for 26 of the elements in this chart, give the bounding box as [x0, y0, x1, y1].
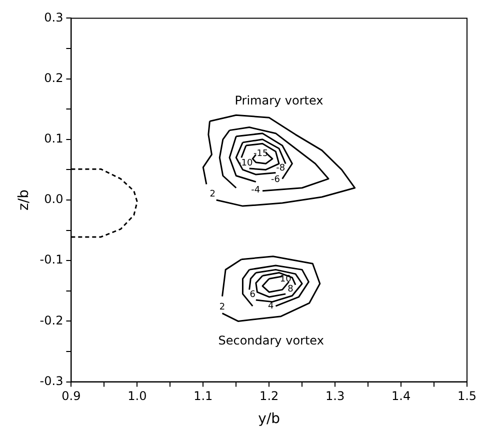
y-tick-label: 0.3	[44, 10, 64, 24]
series-label: 8	[288, 284, 294, 295]
x-tick-label: 0.9	[62, 389, 81, 404]
x-tick-label: 1.1	[194, 389, 213, 404]
x-tick-label: 1.4	[391, 389, 411, 404]
series-label: -8	[276, 164, 286, 174]
x-tick-label: 1.5	[457, 389, 477, 404]
x-tick-label: 1.2	[260, 389, 279, 404]
x-tick-label: 1.0	[128, 389, 147, 404]
y-tick-label: 0.2	[44, 70, 64, 85]
series-label: 2	[219, 302, 226, 313]
y-tick-label: -0.2	[40, 313, 64, 328]
y-tick-label: -0.1	[40, 252, 64, 267]
y-tick-label: -0.3	[40, 374, 64, 388]
series-label: -6	[270, 174, 280, 185]
annotation: Primary vortex	[234, 93, 324, 108]
series-label: 2	[210, 189, 216, 200]
x-axis-title: y/b	[258, 411, 280, 428]
x-tick-label: 1.3	[326, 389, 345, 404]
y-axis-title: z/b	[16, 189, 32, 210]
series-label: 6	[250, 290, 256, 300]
annotation: Secondary vortex	[218, 333, 324, 348]
series-label: 4	[268, 301, 274, 312]
y-tick-label: 0.1	[44, 132, 64, 146]
y-tick-label: 0.0	[44, 192, 64, 206]
series-label: -4	[251, 185, 260, 196]
